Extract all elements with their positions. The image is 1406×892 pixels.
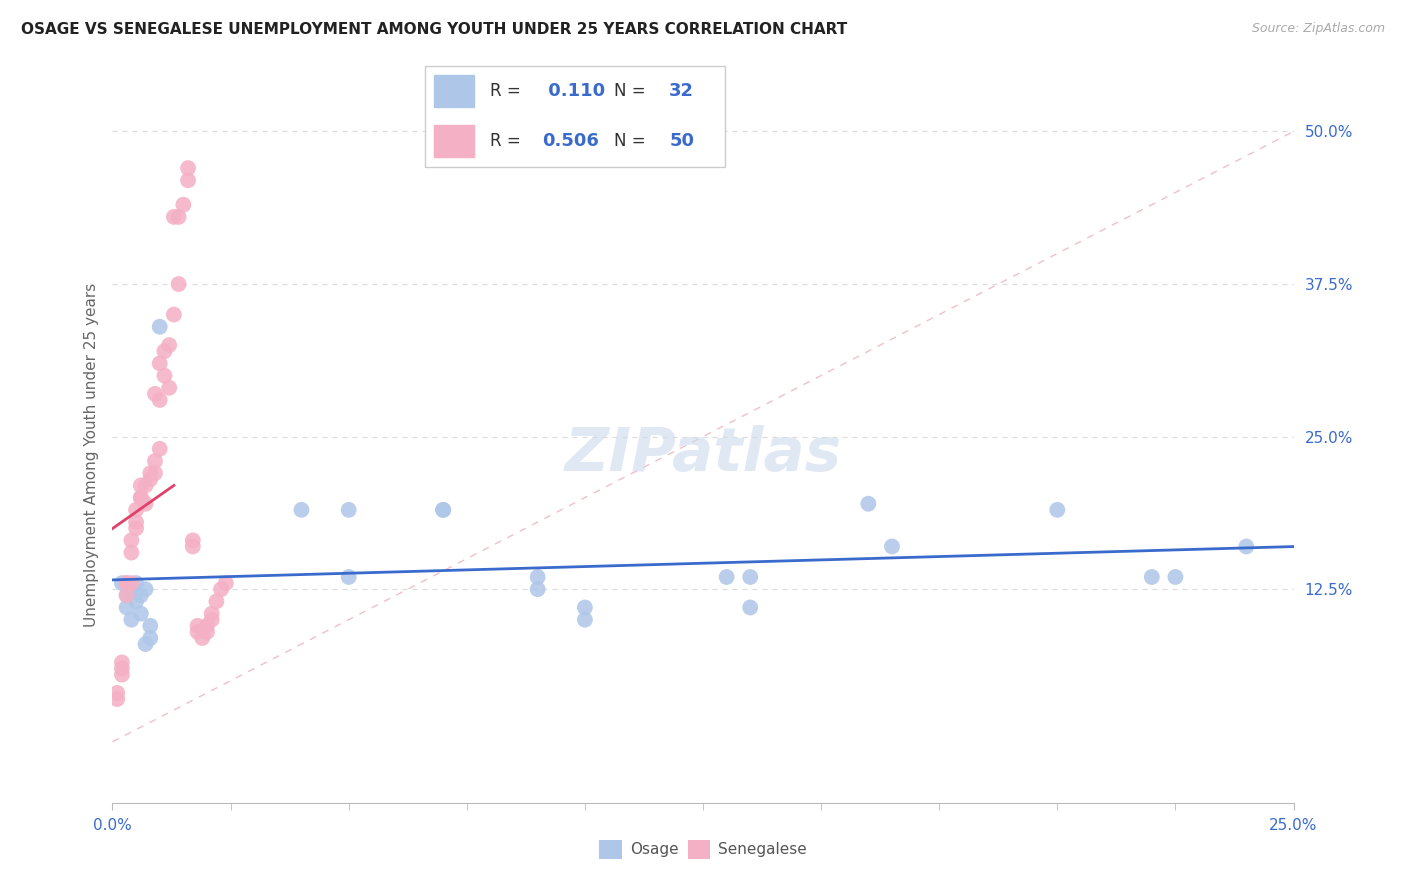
Point [135,497,157,511]
Point [205,594,228,608]
Point [111,661,134,675]
Point [125,576,148,591]
Point [115,588,138,602]
Point [157,338,180,352]
Point [115,600,138,615]
Text: R =: R = [489,82,526,100]
Point [139,631,162,645]
Point [125,594,148,608]
Point [120,533,142,548]
Bar [434,75,474,107]
Text: 0.506: 0.506 [543,132,599,150]
Point [135,582,157,597]
Point [1164,570,1187,584]
Point [201,613,224,627]
Point [149,392,172,407]
Point [858,497,880,511]
Point [111,576,134,591]
Point [574,600,596,615]
Text: R =: R = [489,132,526,150]
Bar [434,125,474,157]
Point [177,173,200,187]
Point [526,582,548,597]
Point [149,319,172,334]
Text: ZIPatlas: ZIPatlas [564,425,842,484]
Point [1234,540,1257,554]
Point [125,503,148,517]
Point [153,368,176,383]
Point [290,503,312,517]
Point [135,637,157,651]
Point [186,619,208,633]
FancyBboxPatch shape [425,66,725,168]
Point [1046,503,1069,517]
Text: N =: N = [613,132,651,150]
Point [880,540,903,554]
Point [215,576,238,591]
Point [195,619,218,633]
Point [139,467,162,481]
Text: N =: N = [613,82,651,100]
Point [115,588,138,602]
Point [153,344,176,359]
Point [111,656,134,670]
Point [191,631,214,645]
Point [111,667,134,681]
Point [337,570,360,584]
Point [167,210,190,224]
Point [105,692,128,706]
Point [1140,570,1163,584]
Point [135,478,157,492]
Point [716,570,738,584]
Legend: Osage, Senegalese: Osage, Senegalese [593,834,813,864]
Text: 50: 50 [669,132,695,150]
Point [115,576,138,591]
Point [105,686,128,700]
Point [432,503,454,517]
Point [139,472,162,486]
Point [143,467,166,481]
Point [167,277,190,291]
Point [143,387,166,401]
Text: OSAGE VS SENEGALESE UNEMPLOYMENT AMONG YOUTH UNDER 25 YEARS CORRELATION CHART: OSAGE VS SENEGALESE UNEMPLOYMENT AMONG Y… [21,22,848,37]
Point [120,582,142,597]
Point [157,381,180,395]
Point [120,545,142,559]
Point [172,197,194,211]
Point [129,478,152,492]
Point [129,588,152,602]
Point [149,356,172,370]
Text: 32: 32 [669,82,695,100]
Point [181,533,204,548]
Point [740,600,762,615]
Point [129,607,152,621]
Point [129,491,152,505]
Point [574,613,596,627]
Point [432,503,454,517]
Point [163,308,186,322]
Point [125,515,148,529]
Point [115,576,138,591]
Point [337,503,360,517]
Point [740,570,762,584]
Point [201,607,224,621]
Point [186,624,208,639]
Point [209,582,232,597]
Point [139,619,162,633]
Y-axis label: Unemployment Among Youth under 25 years: Unemployment Among Youth under 25 years [83,283,98,627]
Text: 0.110: 0.110 [543,82,606,100]
Point [526,570,548,584]
Point [195,624,218,639]
Point [143,454,166,468]
Point [163,210,186,224]
Point [120,576,142,591]
Text: Source: ZipAtlas.com: Source: ZipAtlas.com [1251,22,1385,36]
Point [181,540,204,554]
Point [120,613,142,627]
Point [149,442,172,456]
Point [129,491,152,505]
Point [177,161,200,175]
Point [125,521,148,535]
